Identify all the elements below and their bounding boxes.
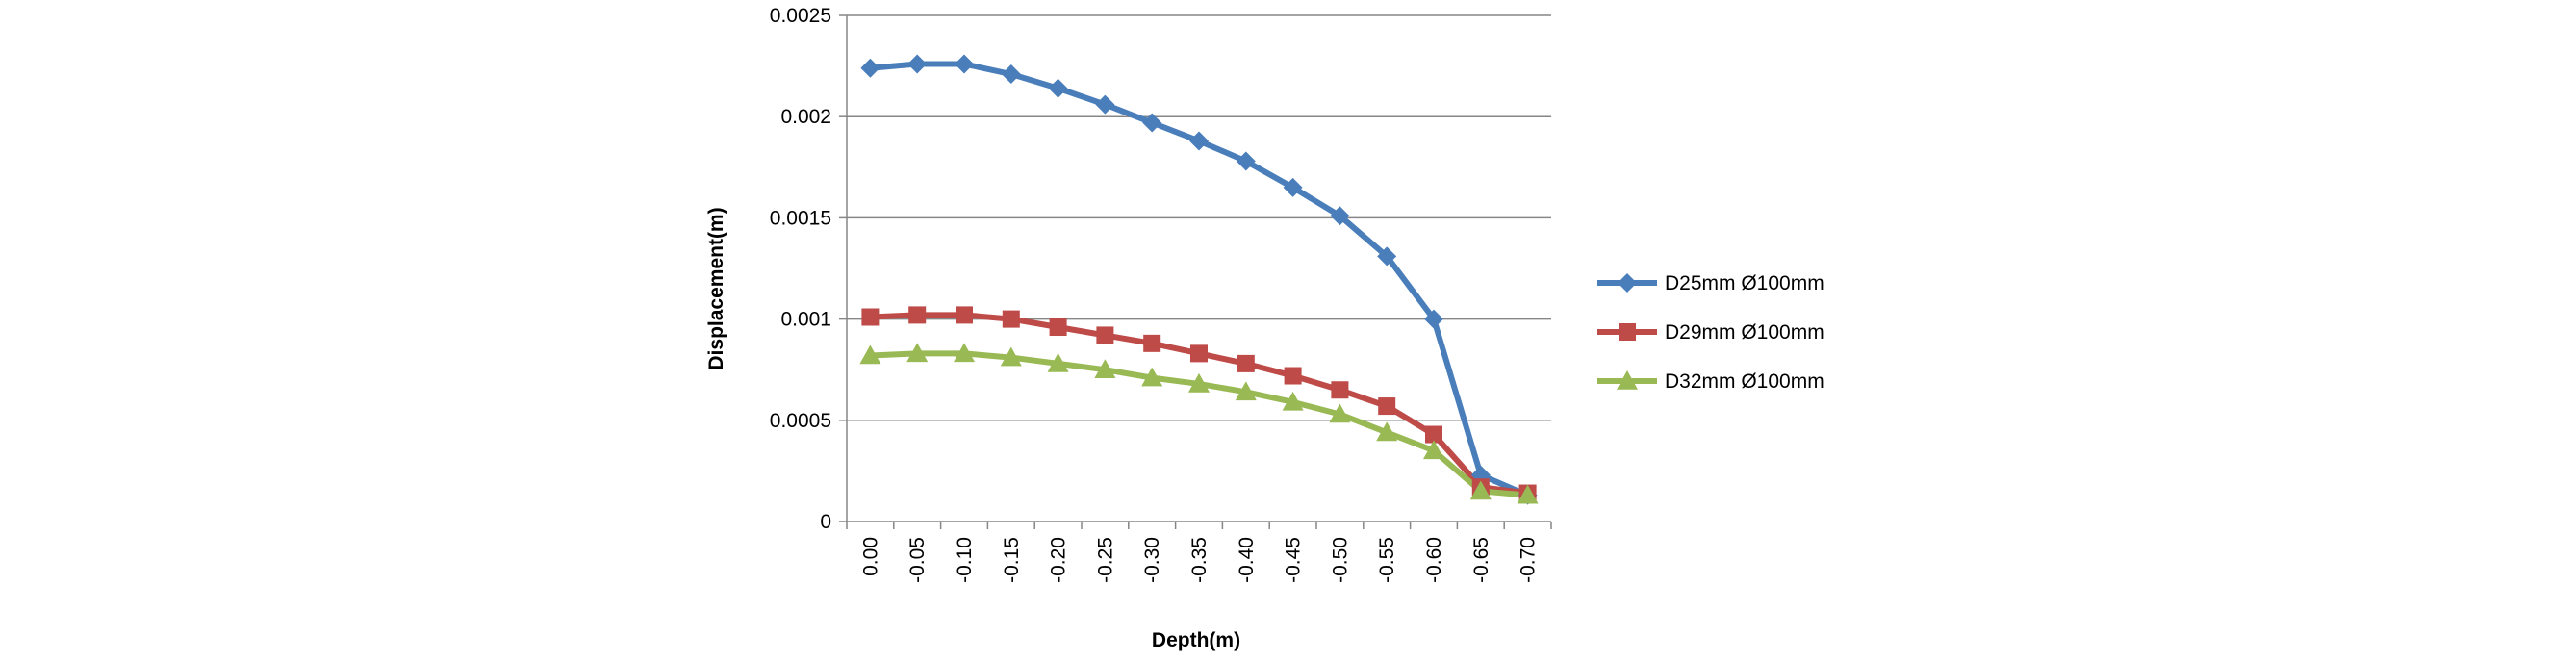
legend: D25mm Ø100mm D29mm Ø100mm D32mm Ø100mm — [1597, 272, 1824, 393]
data-point — [1189, 131, 1209, 151]
x-tick-label: -0.70 — [1518, 537, 1540, 583]
data-point — [1329, 403, 1351, 423]
data-point — [1378, 397, 1396, 416]
data-point — [1095, 94, 1115, 115]
legend-label: D29mm Ø100mm — [1665, 321, 1824, 344]
data-point — [859, 344, 881, 365]
data-point — [1331, 381, 1349, 399]
legend-marker — [1618, 273, 1637, 293]
data-point — [1284, 367, 1302, 385]
data-point — [1141, 367, 1163, 387]
y-tick-label: 0.0005 — [770, 410, 831, 432]
x-tick-label: -0.30 — [1141, 537, 1163, 583]
data-point — [1283, 177, 1303, 197]
data-point — [1236, 151, 1256, 171]
x-tick-label: -0.20 — [1048, 537, 1070, 583]
data-point — [906, 343, 929, 363]
legend-marker — [1617, 370, 1638, 390]
x-tick-label: -0.65 — [1470, 537, 1492, 583]
data-point — [1377, 246, 1397, 267]
data-point — [1423, 440, 1444, 460]
data-point — [1425, 425, 1442, 444]
series-markers — [859, 54, 1539, 505]
data-point — [955, 54, 974, 74]
data-point — [954, 343, 975, 363]
y-tick-label: 0 — [820, 511, 831, 533]
x-tick-label: -0.45 — [1283, 537, 1305, 583]
data-point — [1330, 206, 1350, 226]
legend-marker — [1619, 323, 1636, 341]
y-tick-label: 0.001 — [780, 309, 831, 331]
x-tick-label: -0.05 — [906, 537, 929, 583]
x-tick-label: 0.00 — [859, 537, 881, 576]
x-tick-label: -0.60 — [1423, 537, 1445, 583]
data-point — [956, 306, 973, 324]
data-point — [1235, 381, 1257, 401]
x-tick-label: -0.15 — [1001, 537, 1023, 583]
data-point — [1096, 326, 1114, 344]
y-tick-label: 0.0015 — [770, 207, 831, 229]
data-point — [1190, 344, 1208, 363]
y-tick-labels: 0 0.0005 0.001 0.0015 0.002 0.0025 — [770, 5, 831, 533]
data-point — [1469, 480, 1492, 500]
data-point — [1282, 391, 1304, 411]
x-tick-labels: 0.00 -0.05 -0.10 -0.15 -0.20 -0.25 -0.30 -0.35 -… — [859, 537, 1539, 583]
data-point — [1376, 421, 1398, 442]
x-tick-label: -0.40 — [1236, 537, 1258, 583]
data-point — [1517, 484, 1539, 504]
data-point — [1094, 359, 1116, 378]
data-point — [1048, 78, 1068, 98]
data-point — [1001, 64, 1021, 85]
data-point — [861, 308, 880, 326]
series-line-2 — [867, 312, 1531, 496]
x-axis-title: Depth(m) — [1152, 629, 1240, 651]
data-point — [1424, 309, 1443, 329]
data-point — [1047, 352, 1069, 372]
x-tick-label: -0.35 — [1188, 537, 1211, 583]
data-point — [1049, 318, 1067, 337]
y-tick-label: 0.002 — [780, 106, 831, 128]
y-tick-label: 0.0025 — [770, 5, 831, 27]
data-point — [1002, 310, 1020, 328]
legend-label: D32mm Ø100mm — [1665, 370, 1824, 393]
data-point — [1188, 372, 1210, 393]
data-point — [1142, 113, 1162, 133]
y-axis-title: Displacement(m) — [705, 207, 727, 369]
data-point — [1237, 354, 1255, 372]
data-point — [907, 54, 928, 74]
axes — [839, 14, 1552, 529]
x-tick-label: -0.55 — [1376, 537, 1398, 583]
data-point — [1000, 346, 1022, 367]
data-point — [1143, 334, 1161, 352]
data-point — [860, 58, 880, 78]
data-point — [908, 306, 927, 324]
x-tick-label: -0.50 — [1329, 537, 1351, 583]
legend-label: D25mm Ø100mm — [1665, 272, 1824, 294]
x-tick-label: -0.10 — [954, 537, 976, 583]
x-tick-label: -0.25 — [1094, 537, 1116, 583]
